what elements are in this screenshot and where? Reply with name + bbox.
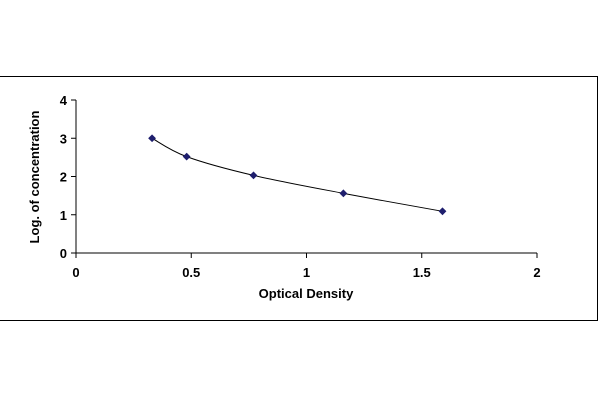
y-tick-label: 3: [60, 131, 67, 146]
x-ticks: 0 0.5 1 1.5 2: [72, 253, 541, 280]
x-tick-label: 1.5: [413, 265, 431, 280]
axes: [75, 100, 537, 254]
y-ticks: 0 1 2 3 4: [60, 93, 76, 261]
x-tick-label: 0.5: [182, 265, 200, 280]
data-point: [148, 134, 156, 143]
x-tick-label: 1: [303, 265, 310, 280]
data-points: [148, 134, 447, 216]
x-tick-label: 0: [72, 265, 79, 280]
y-tick-label: 2: [60, 170, 67, 185]
y-tick-label: 4: [60, 93, 68, 108]
data-point: [182, 152, 191, 161]
x-axis-title: Optical Density: [259, 286, 354, 301]
data-point: [339, 189, 348, 198]
y-tick-label: 1: [60, 208, 67, 223]
x-tick-label: 2: [533, 265, 540, 280]
data-point: [249, 171, 258, 180]
chart-frame: [0, 76, 598, 321]
fit-curve: [151, 137, 443, 212]
data-point: [438, 207, 447, 216]
y-axis-title: Log. of concentration: [27, 111, 42, 244]
y-tick-label: 0: [60, 246, 67, 261]
